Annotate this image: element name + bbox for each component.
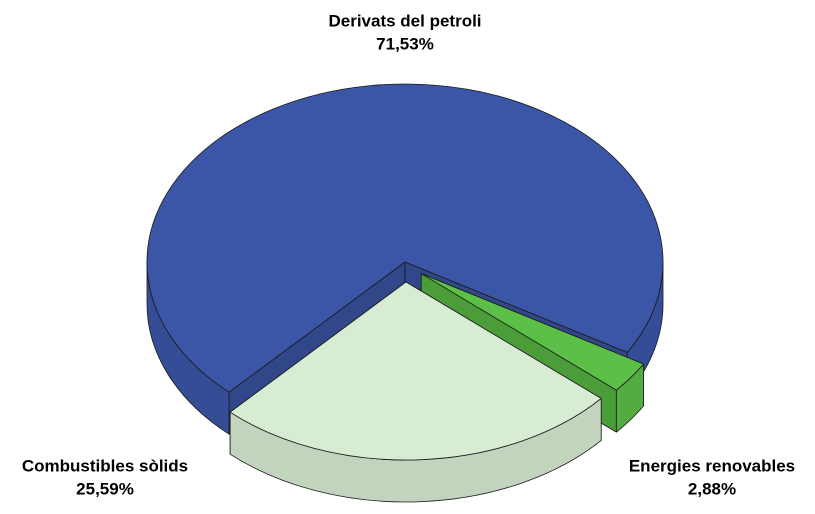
slice-label: Combustibles sòlids	[22, 456, 188, 475]
slice-value-label: 25,59%	[76, 479, 134, 498]
slice-top	[420, 273, 644, 391]
slice-top	[229, 281, 602, 461]
slice-value-label: 71,53%	[376, 34, 434, 53]
slice-label: Derivats del petroli	[328, 11, 481, 30]
slice-top	[146, 83, 664, 393]
slice-label: Energies renovables	[629, 456, 795, 475]
pie-slice	[229, 281, 602, 503]
slice-value-label: 2,88%	[688, 479, 736, 498]
